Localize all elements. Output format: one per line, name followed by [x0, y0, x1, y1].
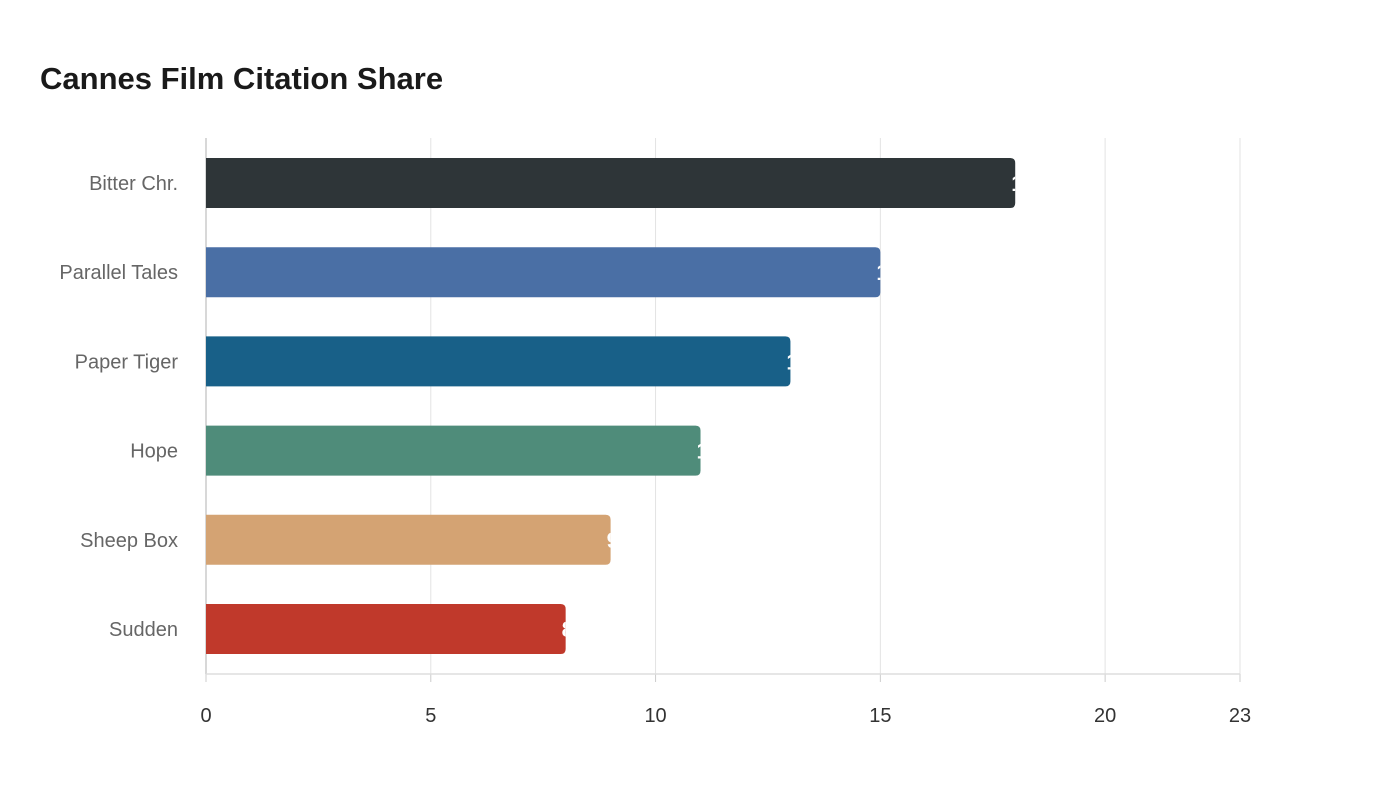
value-label-4: 9: [607, 528, 619, 553]
bar-0: [206, 158, 1016, 208]
value-label-0: 18: [1011, 171, 1035, 196]
category-label-0: Bitter Chr.: [89, 173, 178, 195]
value-label-1: 15: [876, 260, 900, 285]
category-label-1: Parallel Tales: [59, 262, 178, 284]
x-tick-label-3: 15: [869, 705, 891, 727]
value-label-5: 8: [562, 617, 574, 642]
x-tick-label-2: 10: [644, 705, 666, 727]
axes: [205, 138, 1241, 682]
bars: [206, 158, 1016, 654]
grid-lines: [430, 138, 1241, 674]
value-label-3: 11: [697, 439, 720, 464]
bar-1: [206, 247, 881, 298]
bar-3: [206, 425, 701, 476]
bar-4: [206, 514, 611, 565]
labels: 0 5 10 15 20 23 Bitter Chr. 18 Parallel Tales 15 P…: [59, 171, 1251, 727]
value-label-2: 13: [786, 349, 810, 374]
chart-title: Cannes Film Citation Share: [40, 61, 444, 96]
x-tick-label-0: 0: [200, 705, 211, 727]
x-tick-label-5: 23: [1229, 705, 1251, 727]
category-label-4: Sheep Box: [80, 530, 178, 552]
bar-5: [206, 604, 566, 654]
x-tick-label-4: 20: [1094, 705, 1116, 727]
bar-2: [206, 336, 791, 387]
category-label-3: Hope: [130, 441, 178, 463]
category-label-2: Paper Tiger: [75, 351, 179, 373]
x-tick-label-1: 5: [425, 705, 436, 727]
category-label-5: Sudden: [109, 619, 178, 641]
